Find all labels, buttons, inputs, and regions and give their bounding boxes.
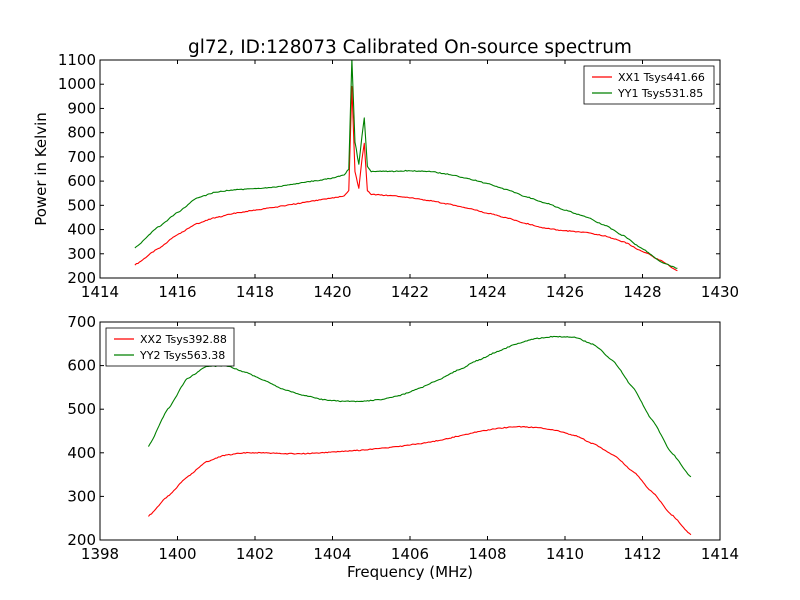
top-x-tick-label: 1422 (391, 283, 429, 301)
top-y-tick-label: 500 (67, 196, 96, 214)
top-chart: 1414 1416 1418 1420 1422 1424 1426 1428 1430 200 3… (32, 51, 739, 301)
top-y-tick-label: 900 (67, 99, 96, 117)
bottom-x-tick-label: 1406 (391, 545, 429, 563)
top-x-tick-label: 1426 (546, 283, 584, 301)
bottom-x-tick-label: 1404 (313, 545, 351, 563)
top-legend-label-2: YY1 Tsys531.85 (617, 87, 703, 100)
bottom-series-line-2 (147, 335, 692, 478)
bottom-y-tick-label: 300 (67, 487, 96, 505)
bottom-x-tick-label: 1410 (546, 545, 584, 563)
bottom-legend: XX2 Tsys392.88 YY2 Tsys563.38 (105, 327, 235, 367)
bottom-x-tick-label: 1402 (236, 545, 274, 563)
top-x-tick-label: 1418 (236, 283, 274, 301)
bottom-x-tick-label: 1412 (623, 545, 661, 563)
bottom-x-axis-label: Frequency (MHz) (347, 563, 473, 581)
top-y-axis-label: Power in Kelvin (32, 112, 50, 226)
bottom-y-tick-label: 600 (67, 357, 96, 375)
top-series-line-2 (134, 60, 678, 269)
top-y-tick-label: 700 (67, 148, 96, 166)
bottom-y-tick-label: 200 (67, 531, 96, 549)
top-y-tick-label: 1000 (58, 75, 96, 93)
top-legend-box (583, 65, 715, 105)
bottom-series-line-1 (148, 425, 692, 536)
bottom-y-tick-label: 700 (67, 313, 96, 331)
top-y-tick-label: 200 (67, 269, 96, 287)
top-x-tick-label: 1424 (468, 283, 506, 301)
top-y-tick-label: 400 (67, 221, 96, 239)
top-x-tick-label: 1430 (701, 283, 739, 301)
top-x-tick-label: 1420 (313, 283, 351, 301)
figure-title: gl72, ID:128073 Calibrated On-source spe… (188, 37, 632, 58)
top-x-tick-label: 1428 (623, 283, 661, 301)
bottom-legend-box (105, 327, 235, 367)
bottom-legend-label-1: XX2 Tsys392.88 (140, 333, 227, 346)
top-series-group (134, 60, 678, 272)
bottom-legend-label-2: YY2 Tsys563.38 (139, 349, 225, 362)
top-series-line-1 (134, 85, 678, 272)
bottom-x-tick-label: 1408 (468, 545, 506, 563)
top-legend-label-1: XX1 Tsys441.66 (618, 71, 705, 84)
bottom-series-group (147, 335, 692, 536)
bottom-y-tick-label: 500 (67, 400, 96, 418)
bottom-x-tick-label: 1400 (158, 545, 196, 563)
top-y-tick-label: 600 (67, 172, 96, 190)
top-x-tick-label: 1416 (158, 283, 196, 301)
bottom-chart: 1398 1400 1402 1404 1406 1408 1410 1412 1414 200 3… (67, 313, 739, 581)
top-y-tick-label: 1100 (58, 51, 96, 69)
bottom-x-tick-label: 1398 (81, 545, 119, 563)
top-legend: XX1 Tsys441.66 YY1 Tsys531.85 (583, 65, 715, 105)
bottom-x-tick-label: 1414 (701, 545, 739, 563)
bottom-y-tick-label: 400 (67, 444, 96, 462)
top-x-tick-label: 1414 (81, 283, 119, 301)
top-y-tick-label: 300 (67, 245, 96, 263)
top-y-tick-label: 800 (67, 124, 96, 142)
